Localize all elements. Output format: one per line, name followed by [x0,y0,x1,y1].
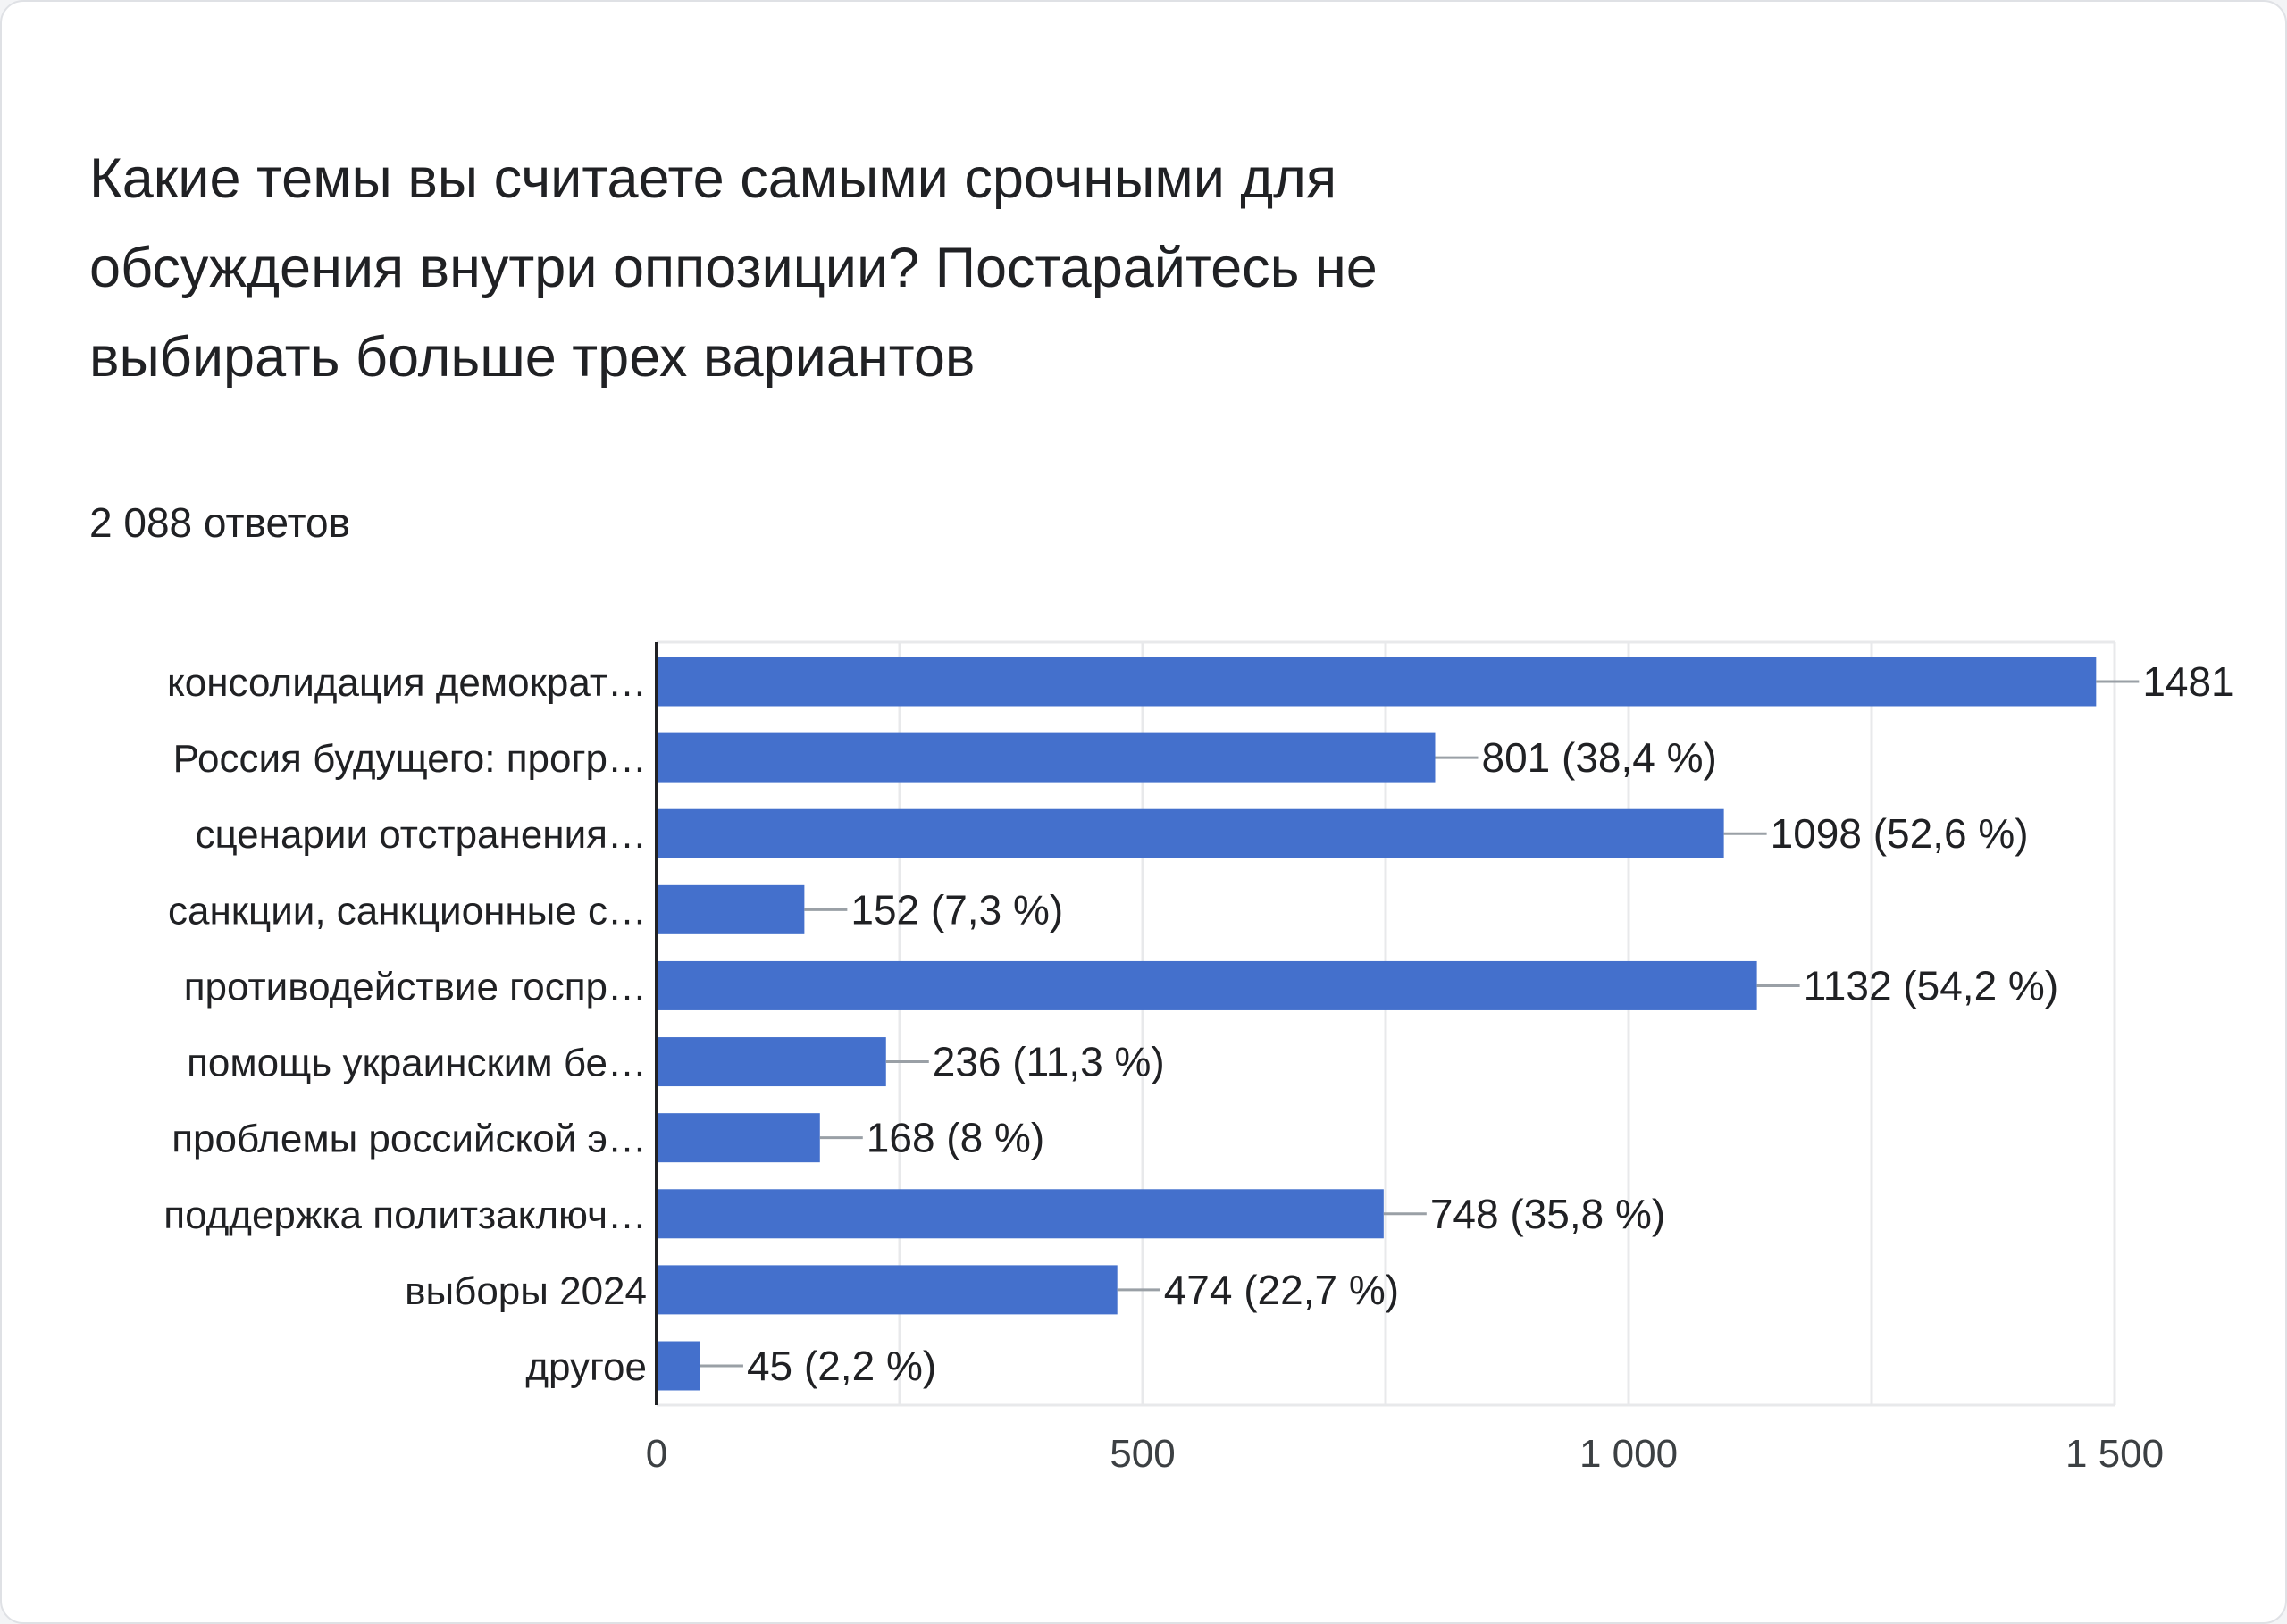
category-label: консолидация демократ… [167,661,647,705]
category-label: поддержка политзаключ… [163,1193,647,1237]
value-label: 236 (11,3 %) [933,1039,1165,1085]
value-label: 474 (22,7 %) [1164,1267,1399,1313]
bar [658,1341,700,1391]
value-label: 748 (35,8 %) [1430,1191,1665,1237]
bar [658,732,1436,783]
category-label: выборы 2024 [405,1269,647,1313]
bar [658,960,1757,1010]
value-label: 801 (38,4 %) [1481,734,1716,781]
bar [658,1037,886,1087]
category-label: Россия будущего: прогр… [173,737,647,781]
category-label: сценарии отстранения… [195,813,647,857]
response-count: 2 088 ответов [89,499,351,546]
value-label: 1132 (54,2 %) [1804,962,2059,1009]
x-tick-label: 500 [1110,1432,1175,1476]
category-label: проблемы российской э… [172,1118,647,1161]
value-label: 1481 [2142,658,2233,705]
value-label: 168 (8 %) [867,1115,1044,1161]
category-label: другое [525,1345,647,1389]
value-label: 45 (2,2 %) [747,1343,936,1389]
bar [658,884,805,934]
value-labels: 1481 801 (38,4 %) 1098 (52,6 %) 152 (7,3 %)… [700,658,2234,1389]
bar [658,1113,820,1163]
value-label: 1098 (52,6 %) [1771,810,2029,857]
category-label: помощь украинским бе… [187,1042,647,1085]
bar [658,1265,1118,1315]
bar [658,1189,1384,1239]
x-tick-label: 0 [646,1432,667,1476]
value-label: 152 (7,3 %) [850,886,1063,933]
bar [658,808,1724,858]
bar [658,657,2097,707]
x-tick-label: 1 500 [2065,1432,2164,1476]
category-labels: консолидация демократ… Россия будущего: п… [163,661,647,1389]
x-tick-labels: 0 500 1 000 1 500 [646,1432,2164,1476]
category-label: санкции, санкционные с… [168,889,647,933]
x-tick-label: 1 000 [1579,1432,1678,1476]
question-title: Какие темы вы считаете самыми срочными д… [89,147,1378,389]
category-label: противодействие госпр… [184,965,647,1009]
bars [658,657,2097,1391]
